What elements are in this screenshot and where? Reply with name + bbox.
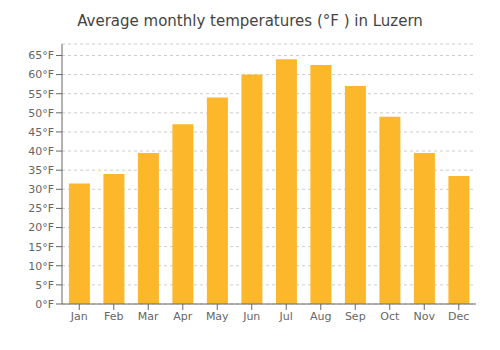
svg-text:65°F: 65°F [28,49,54,62]
svg-text:25°F: 25°F [28,202,54,215]
svg-text:40°F: 40°F [28,145,54,158]
svg-text:Jun: Jun [242,310,260,323]
svg-text:15°F: 15°F [28,241,54,254]
svg-text:Jan: Jan [70,310,88,323]
svg-text:Sep: Sep [345,310,366,323]
svg-text:Apr: Apr [173,310,193,323]
svg-text:30°F: 30°F [28,183,54,196]
svg-text:Dec: Dec [448,310,469,323]
html-text:Average monthly temperatures (: Average monthly temperatures (°F ) in Lu… [77,12,423,30]
svg-text:Oct: Oct [380,310,400,323]
svg-text:Aug: Aug [310,310,331,323]
svg-text:35°F: 35°F [28,164,54,177]
svg-text:55°F: 55°F [28,88,54,101]
svg-text:Mar: Mar [138,310,159,323]
svg-text:Feb: Feb [104,310,123,323]
svg-text:50°F: 50°F [28,107,54,120]
svg-text:Jul: Jul [279,310,293,323]
svg-text:0°F: 0°F [35,298,54,311]
svg-text:May: May [206,310,229,323]
svg-text:20°F: 20°F [28,221,54,234]
svg-text:10°F: 10°F [28,260,54,273]
svg-text:45°F: 45°F [28,126,54,139]
svg-text:Nov: Nov [414,310,436,323]
svg-text:5°F: 5°F [35,279,54,292]
svg-text:60°F: 60°F [28,68,54,81]
